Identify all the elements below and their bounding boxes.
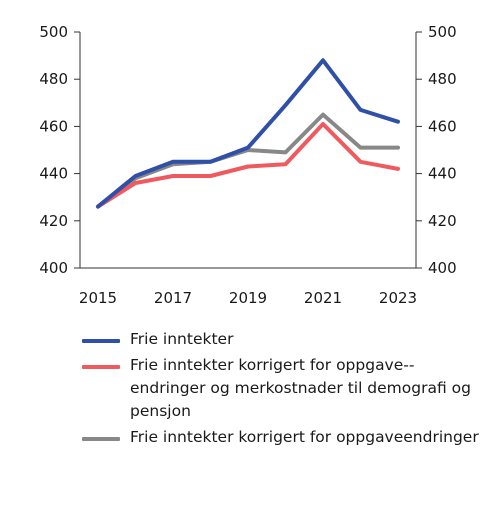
x-tick-label: 2021 xyxy=(304,289,342,307)
legend-swatch xyxy=(82,365,120,369)
series-line xyxy=(96,122,400,209)
legend-swatch xyxy=(82,339,120,343)
y-tick-label-right: 420 xyxy=(428,212,457,230)
legend-item-korrigert-demografi: Frie inntekter korrigert for oppgave-­en… xyxy=(82,354,482,423)
y-tick-label-left: 420 xyxy=(39,212,68,230)
legend-label: Frie inntekter korrigert for oppgave-­en… xyxy=(130,356,471,420)
y-tick-label-left: 500 xyxy=(39,23,68,41)
line-chart: 400 400 420 420 440 440 460 460 480 480 500 500 2015… xyxy=(39,23,457,307)
y-tick-label-right: 440 xyxy=(428,165,457,183)
y-tick-label-right: 460 xyxy=(428,117,457,135)
legend-label: Frie inntekter xyxy=(130,330,234,348)
y-tick-label-right: 500 xyxy=(428,23,457,41)
y-tick-label-left: 480 xyxy=(39,70,68,88)
x-tick-label: 2019 xyxy=(229,289,267,307)
x-tick-label: 2015 xyxy=(79,289,117,307)
y-tick-label-left: 460 xyxy=(39,117,68,135)
y-tick-label-left: 440 xyxy=(39,165,68,183)
x-tick-label: 2023 xyxy=(379,289,417,307)
y-tick-label-right: 400 xyxy=(428,259,457,277)
legend-label: Frie inntekter korrigert for oppgaveendr… xyxy=(130,428,479,446)
legend-item-frie-inntekter: Frie inntekter xyxy=(82,328,482,351)
series-line xyxy=(96,112,400,209)
y-tick-label-left: 400 xyxy=(39,259,68,277)
legend: Frie inntekter Frie inntekter korrigert … xyxy=(82,328,482,452)
y-tick-label-right: 480 xyxy=(428,70,457,88)
x-tick-label: 2017 xyxy=(154,289,192,307)
legend-item-korrigert-oppgave: Frie inntekter korrigert for oppgaveendr… xyxy=(82,426,482,449)
series-line xyxy=(96,58,400,209)
legend-swatch xyxy=(82,437,120,441)
